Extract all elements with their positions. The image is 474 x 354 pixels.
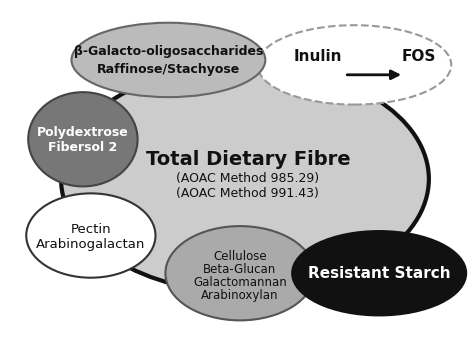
Text: Fibersol 2: Fibersol 2 (48, 141, 118, 154)
Text: Pectin: Pectin (71, 223, 111, 236)
Ellipse shape (28, 92, 137, 187)
Ellipse shape (165, 226, 315, 320)
Text: Raffinose/Stachyose: Raffinose/Stachyose (97, 63, 240, 76)
Text: Total Dietary Fibre: Total Dietary Fibre (146, 150, 350, 169)
Text: Cellulose: Cellulose (213, 250, 267, 263)
Text: Galactomannan: Galactomannan (193, 276, 287, 289)
Text: Inulin: Inulin (293, 50, 342, 64)
Text: (AOAC Method 991.43): (AOAC Method 991.43) (176, 187, 319, 200)
Ellipse shape (257, 25, 451, 104)
Ellipse shape (61, 65, 429, 293)
Text: Beta-Glucan: Beta-Glucan (203, 263, 277, 276)
Text: Resistant Starch: Resistant Starch (308, 266, 450, 281)
Ellipse shape (72, 23, 265, 97)
Text: β-Galacto-oligosaccharides: β-Galacto-oligosaccharides (74, 45, 263, 58)
Text: Polydextrose: Polydextrose (37, 126, 129, 139)
Text: Arabinogalactan: Arabinogalactan (36, 238, 146, 251)
Ellipse shape (292, 231, 466, 315)
Text: (AOAC Method 985.29): (AOAC Method 985.29) (176, 172, 319, 185)
Text: FOS: FOS (402, 50, 436, 64)
Ellipse shape (26, 193, 155, 278)
Text: Arabinoxylan: Arabinoxylan (201, 289, 279, 302)
